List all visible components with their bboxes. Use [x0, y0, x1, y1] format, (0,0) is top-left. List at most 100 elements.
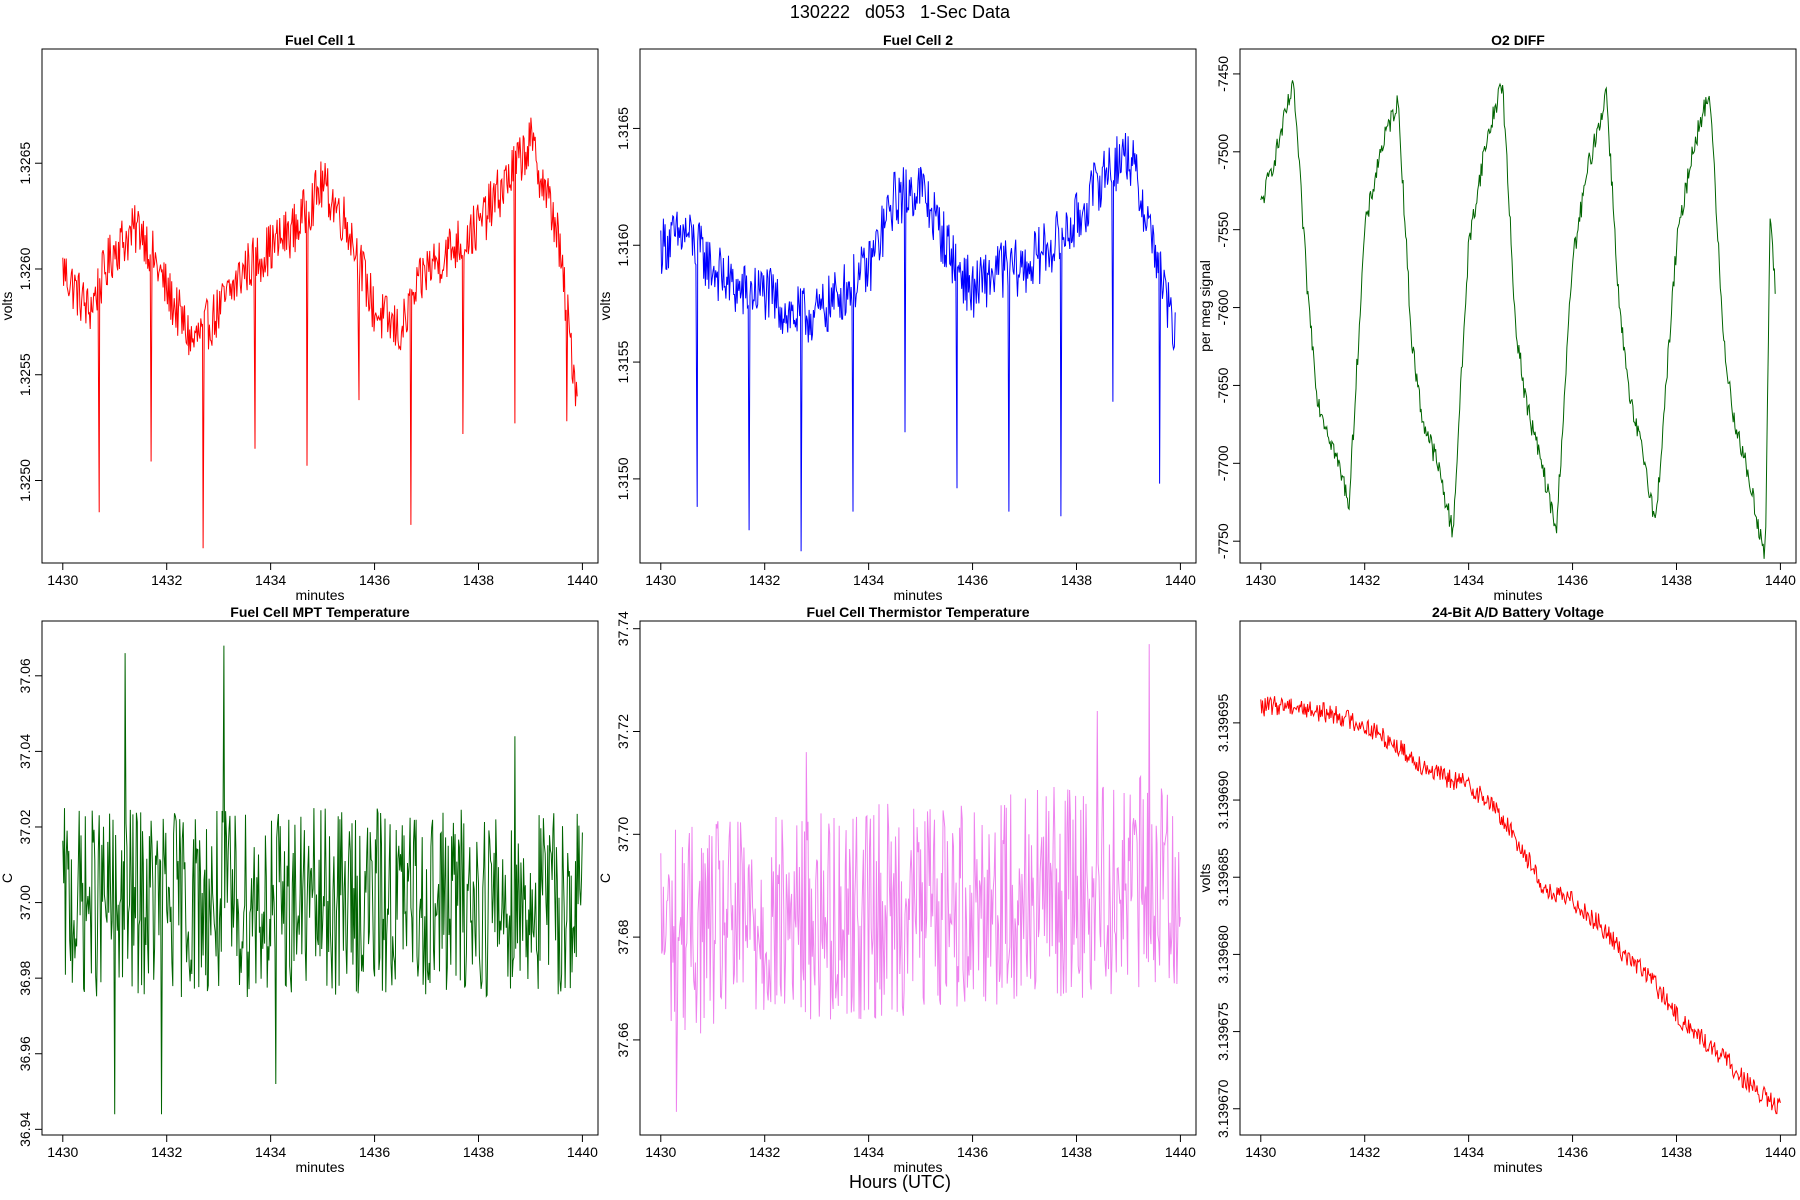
- y-tick-label: 3.139680: [1215, 925, 1231, 984]
- x-tick-label: 1432: [151, 1144, 182, 1160]
- y-tick-label: 3.139675: [1215, 1002, 1231, 1061]
- x-tick-label: 1436: [1557, 572, 1588, 588]
- x-tick-label: 1430: [645, 1144, 676, 1160]
- y-axis-label: volts: [1197, 864, 1213, 893]
- y-tick-label: -7500: [1215, 134, 1231, 170]
- plot-frame: [1239, 620, 1797, 1136]
- x-tick-label: 1434: [255, 1144, 286, 1160]
- x-tick-label: 1438: [1061, 1144, 1092, 1160]
- y-tick-label: 3.139685: [1215, 848, 1231, 907]
- x-tick-label: 1436: [359, 1144, 390, 1160]
- x-tick-label: 1436: [957, 572, 988, 588]
- y-tick-label: 37.06: [17, 658, 33, 693]
- x-tick-label: 1440: [567, 1144, 598, 1160]
- y-tick-label: 37.68: [615, 919, 631, 954]
- y-tick-label: 3.139670: [1215, 1079, 1231, 1138]
- y-tick-label: 37.02: [17, 809, 33, 844]
- x-axis-label: minutes: [893, 587, 942, 603]
- x-tick-label: 1432: [1349, 572, 1380, 588]
- x-tick-label: 1440: [1165, 1144, 1196, 1160]
- x-tick-label: 1436: [957, 1144, 988, 1160]
- data-series-line: [660, 132, 1176, 552]
- x-tick-label: 1432: [1349, 1144, 1380, 1160]
- y-tick-label: -7650: [1215, 367, 1231, 403]
- data-series-line: [62, 645, 583, 1115]
- y-axis-label: volts: [597, 292, 613, 321]
- y-tick-label: -7550: [1215, 212, 1231, 248]
- x-tick-label: 1438: [1661, 1144, 1692, 1160]
- page-title: 130222 d053 1-Sec Data: [789, 2, 1011, 22]
- chart-title: 24-Bit A/D Battery Voltage: [1432, 604, 1604, 620]
- x-tick-label: 1438: [1661, 572, 1692, 588]
- data-series-line: [1260, 80, 1776, 559]
- y-tick-label: 1.3260: [17, 247, 33, 290]
- x-tick-label: 1430: [47, 1144, 78, 1160]
- y-tick-label: 1.3155: [615, 340, 631, 383]
- chart-panel: Fuel Cell Thermistor Temperature 1430 1432…: [597, 604, 1197, 1175]
- y-tick-label: 36.94: [17, 1112, 33, 1147]
- y-tick-label: 37.00: [17, 885, 33, 920]
- x-tick-label: 1438: [463, 1144, 494, 1160]
- chart-panel: Fuel Cell 1 1430 1432 1434 1436 1438 1440 minut…: [0, 32, 599, 603]
- y-tick-label: 1.3255: [17, 353, 33, 396]
- data-series-line: [660, 644, 1181, 1112]
- y-tick-label: -7750: [1215, 523, 1231, 559]
- chart-title: Fuel Cell 1: [285, 32, 355, 48]
- x-tick-label: 1438: [463, 572, 494, 588]
- y-tick-label: 1.3265: [17, 142, 33, 185]
- chart-title: Fuel Cell Thermistor Temperature: [806, 604, 1029, 620]
- y-axis-label: C: [0, 873, 15, 883]
- chart-panel: Fuel Cell 2 1430 1432 1434 1436 1438 1440 minut…: [597, 32, 1197, 603]
- plot-frame: [639, 620, 1197, 1136]
- x-tick-label: 1434: [1453, 572, 1484, 588]
- y-tick-label: 37.04: [17, 734, 33, 769]
- data-series-line: [62, 117, 578, 549]
- plot-frame: [1239, 48, 1797, 564]
- data-series-line: [1260, 696, 1781, 1115]
- global-x-axis-label: Hours (UTC): [849, 1172, 951, 1192]
- y-tick-label: -7700: [1215, 445, 1231, 481]
- chart-panel: 24-Bit A/D Battery Voltage 1430 1432 1434 14…: [1197, 604, 1797, 1175]
- chart-title: Fuel Cell 2: [883, 32, 953, 48]
- plot-frame: [41, 620, 599, 1136]
- x-tick-label: 1434: [853, 1144, 884, 1160]
- chart-panel: Fuel Cell MPT Temperature 1430 1432 1434 143…: [0, 604, 599, 1175]
- y-tick-label: 1.3150: [615, 457, 631, 500]
- chart-title: Fuel Cell MPT Temperature: [230, 604, 410, 620]
- x-tick-label: 1436: [1557, 1144, 1588, 1160]
- y-tick-label: 1.3165: [615, 107, 631, 150]
- x-tick-label: 1440: [1765, 572, 1796, 588]
- plot-frame: [41, 48, 599, 564]
- y-tick-label: 36.96: [17, 1036, 33, 1071]
- x-tick-label: 1430: [1245, 1144, 1276, 1160]
- x-tick-label: 1434: [1453, 1144, 1484, 1160]
- y-axis-label: volts: [0, 292, 15, 321]
- y-tick-label: 3.139695: [1215, 693, 1231, 752]
- plot-frame: [639, 48, 1197, 564]
- y-tick-label: 37.70: [615, 817, 631, 852]
- x-tick-label: 1440: [1765, 1144, 1796, 1160]
- x-axis-label: minutes: [893, 1159, 942, 1175]
- y-tick-label: -7450: [1215, 56, 1231, 92]
- x-tick-label: 1434: [255, 572, 286, 588]
- x-axis-label: minutes: [1493, 587, 1542, 603]
- x-tick-label: 1432: [749, 1144, 780, 1160]
- x-tick-label: 1440: [567, 572, 598, 588]
- chart-title: O2 DIFF: [1491, 32, 1545, 48]
- y-tick-label: 37.66: [615, 1022, 631, 1057]
- y-tick-label: 37.74: [615, 611, 631, 646]
- x-tick-label: 1440: [1165, 572, 1196, 588]
- y-axis-label: per meg signal: [1197, 260, 1213, 352]
- x-tick-label: 1438: [1061, 572, 1092, 588]
- y-tick-label: 37.72: [615, 714, 631, 749]
- x-axis-label: minutes: [295, 587, 344, 603]
- x-tick-label: 1430: [1245, 572, 1276, 588]
- x-tick-label: 1432: [749, 572, 780, 588]
- y-tick-label: 36.98: [17, 960, 33, 995]
- y-tick-label: -7600: [1215, 289, 1231, 325]
- y-tick-label: 3.139690: [1215, 771, 1231, 830]
- x-tick-label: 1434: [853, 572, 884, 588]
- x-axis-label: minutes: [1493, 1159, 1542, 1175]
- x-tick-label: 1430: [645, 572, 676, 588]
